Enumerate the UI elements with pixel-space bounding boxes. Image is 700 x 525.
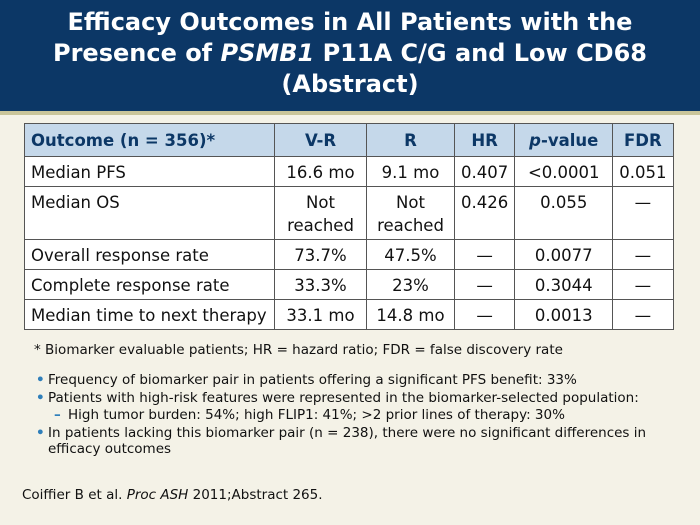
header-vr: V-R	[274, 123, 367, 157]
row-vr: 33.3%	[274, 269, 367, 300]
row-p-value: 0.3044	[514, 269, 614, 300]
table-footnote: * Biomarker evaluable patients; HR = haz…	[34, 342, 563, 358]
row-p-value: <0.0001	[514, 156, 614, 187]
row-r: Not reached	[366, 186, 455, 240]
row-vr: 73.7%	[274, 239, 367, 270]
row-outcome: Median OS	[24, 186, 275, 240]
row-hr: —	[453, 269, 516, 300]
bullet-text: Patients with high-risk features were re…	[48, 389, 639, 406]
list-item: • Patients with high-risk features were r…	[36, 390, 676, 407]
title-band: Efficacy Outcomes in All Patients with t…	[0, 0, 700, 111]
row-p-value: 0.0013	[514, 299, 614, 330]
table-row: Complete response rate 33.3% 23% — 0.304…	[24, 269, 674, 300]
row-fdr: —	[612, 239, 674, 270]
row-outcome: Median PFS	[24, 156, 275, 187]
citation: Coiffier B et al. Proc ASH 2011;Abstract…	[22, 487, 323, 503]
list-item: • Frequency of biomarker pair in patients…	[36, 372, 676, 389]
citation-journal: Proc ASH	[126, 487, 189, 503]
table-row: Median OS Not reached Not reached 0.426 …	[24, 186, 674, 240]
row-p-value: 0.0077	[514, 239, 614, 270]
title-line-3: (Abstract)	[281, 70, 419, 98]
citation-authors: Coiffier B et al.	[22, 487, 127, 503]
row-outcome: Overall response rate	[24, 239, 275, 270]
table-row: Overall response rate 73.7% 47.5% — 0.00…	[24, 239, 674, 270]
header-outcome: Outcome (n = 356)*	[24, 123, 275, 157]
row-fdr: 0.051	[612, 156, 674, 187]
bullet-icon: •	[36, 372, 45, 388]
row-outcome: Complete response rate	[24, 269, 275, 300]
title-line-1: Efficacy Outcomes in All Patients with t…	[67, 8, 633, 36]
row-hr: 0.426	[453, 186, 516, 240]
row-r: 14.8 mo	[366, 299, 455, 330]
header-hr: HR	[453, 123, 516, 157]
row-vr: 16.6 mo	[274, 156, 367, 187]
table-row: Median PFS 16.6 mo 9.1 mo 0.407 <0.0001 …	[24, 156, 674, 187]
header-fdr: FDR	[612, 123, 674, 157]
title-line-2-suffix: P11A C/G and Low CD68	[314, 39, 647, 67]
title-line-2-prefix: Presence of	[52, 39, 221, 67]
row-hr: —	[453, 299, 516, 330]
header-p-italic: p	[529, 130, 541, 150]
dash-icon: –	[54, 407, 61, 423]
row-fdr: —	[612, 299, 674, 330]
bullet-text: In patients lacking this biomarker pair …	[48, 424, 647, 458]
citation-details: 2011;Abstract 265.	[188, 487, 323, 503]
key-points-list: • Frequency of biomarker pair in patients…	[36, 372, 676, 459]
bullet-text: High tumor burden: 54%; high FLIP1: 41%;…	[68, 407, 565, 423]
list-item: – High tumor burden: 54%; high FLIP1: 41%…	[36, 407, 676, 424]
title-divider	[0, 111, 700, 115]
row-fdr: —	[612, 186, 674, 240]
row-outcome: Median time to next therapy	[24, 299, 275, 330]
row-vr: 33.1 mo	[274, 299, 367, 330]
row-r: 47.5%	[366, 239, 455, 270]
title-gene-name: PSMB1	[220, 39, 315, 67]
bullet-icon: •	[36, 424, 45, 441]
list-item: • In patients lacking this biomarker pair…	[36, 425, 676, 458]
header-p-rest: -value	[540, 130, 599, 150]
row-hr: —	[453, 239, 516, 270]
bullet-icon: •	[36, 389, 45, 406]
header-r: R	[366, 123, 455, 157]
row-r: 9.1 mo	[366, 156, 455, 187]
row-vr: Not reached	[274, 186, 367, 240]
header-p-value: p-value	[514, 123, 614, 157]
outcomes-table: Outcome (n = 356)* V-R R HR p-value FDR …	[24, 123, 674, 330]
bullet-text: Frequency of biomarker pair in patients …	[48, 372, 577, 388]
row-hr: 0.407	[453, 156, 516, 187]
row-r: 23%	[366, 269, 455, 300]
table-row: Median time to next therapy 33.1 mo 14.8…	[24, 299, 674, 330]
slide-title: Efficacy Outcomes in All Patients with t…	[0, 0, 700, 100]
row-p-value: 0.055	[514, 186, 614, 240]
table-header-row: Outcome (n = 356)* V-R R HR p-value FDR	[24, 123, 674, 157]
row-fdr: —	[612, 269, 674, 300]
